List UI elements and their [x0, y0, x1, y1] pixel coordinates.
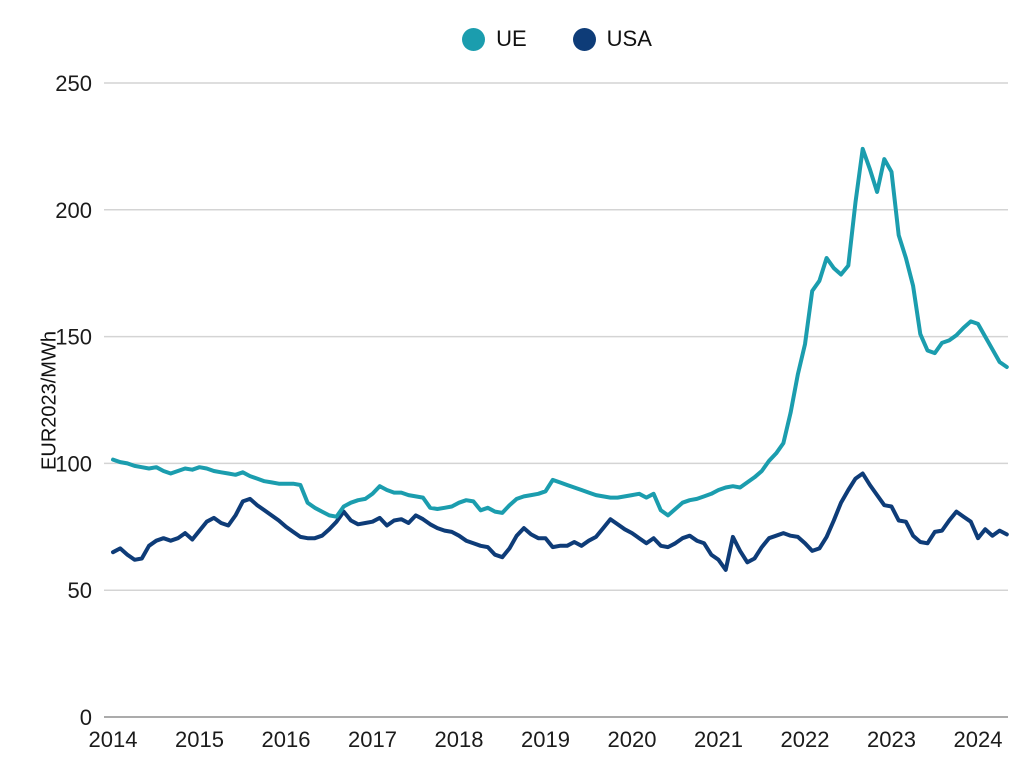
x-tick-label: 2024 [954, 727, 1003, 752]
y-tick-label: 100 [55, 451, 92, 476]
x-tick-label: 2017 [348, 727, 397, 752]
x-tick-label: 2015 [175, 727, 224, 752]
legend-item-ue: UE [462, 26, 527, 52]
x-tick-label: 2016 [262, 727, 311, 752]
y-tick-label: 150 [55, 325, 92, 350]
x-tick-label: 2023 [867, 727, 916, 752]
y-tick-label: 200 [55, 198, 92, 223]
x-tick-label: 2019 [521, 727, 570, 752]
x-tick-label: 2021 [694, 727, 743, 752]
usa-legend-dot [572, 27, 596, 51]
x-tick-label: 2020 [608, 727, 657, 752]
y-tick-label: 250 [55, 71, 92, 96]
x-tick-label: 2014 [89, 727, 138, 752]
legend-item-usa: USA [572, 26, 652, 52]
usa-legend-label: USA [606, 26, 652, 51]
y-tick-label: 50 [68, 578, 92, 603]
x-tick-label: 2018 [435, 727, 484, 752]
usa-line [111, 471, 1009, 572]
ue-line [111, 146, 1009, 519]
chart-legend: UE USA [90, 26, 1024, 52]
x-tick-label: 2022 [781, 727, 830, 752]
y-axis-title: EUR2023/MWh [38, 331, 61, 470]
ue-legend-dot [462, 27, 486, 51]
ue-legend-label: UE [496, 26, 527, 51]
y-tick-label: 0 [80, 705, 92, 730]
